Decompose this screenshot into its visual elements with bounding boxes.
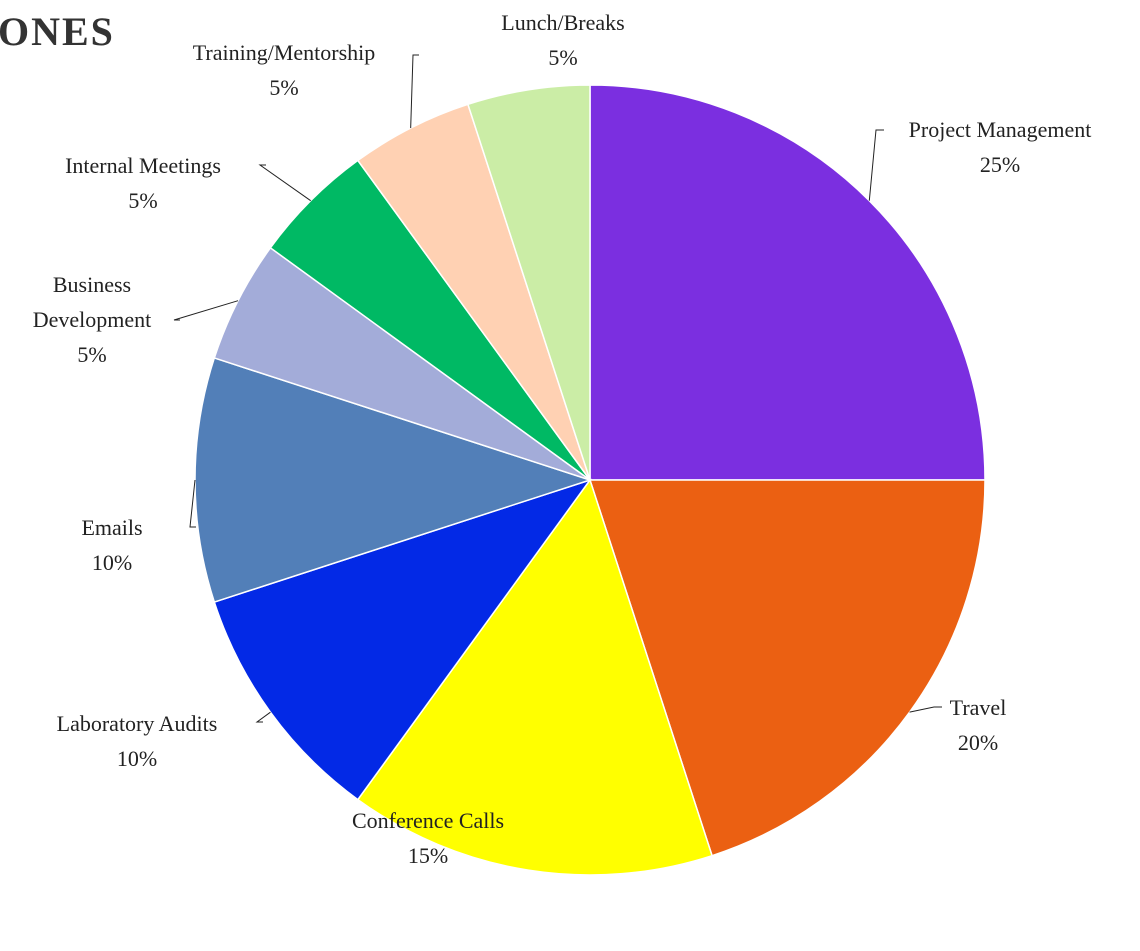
pie-slice — [213, 478, 592, 801]
leader-line — [173, 300, 239, 321]
data-label: Internal Meetings 5% — [65, 148, 221, 218]
leader-line — [258, 164, 311, 202]
data-label: Emails 10% — [81, 510, 142, 580]
value-label: 5% — [269, 75, 299, 100]
category-label: Training/Mentorship — [192, 40, 376, 65]
value-label: 5% — [548, 45, 578, 70]
data-label: Training/Mentorship 5% — [193, 35, 376, 105]
leader-line — [909, 706, 942, 713]
category-label: Laboratory Audits — [56, 711, 218, 736]
category-label: Business Development — [32, 272, 152, 332]
leader-line — [410, 54, 419, 129]
category-label: Emails — [81, 515, 143, 540]
category-label: Lunch/Breaks — [501, 10, 625, 35]
category-label: Project Management — [908, 117, 1092, 142]
leader-line — [189, 479, 196, 528]
leader-line — [255, 711, 271, 723]
value-label: 10% — [91, 550, 133, 575]
category-label: Internal Meetings — [65, 153, 221, 178]
data-label: Laboratory Audits 10% — [57, 706, 218, 776]
data-label: Travel 20% — [950, 690, 1007, 760]
data-label: Project Management 25% — [909, 112, 1092, 182]
category-label: Travel — [949, 695, 1007, 720]
pie-slice — [466, 84, 591, 481]
data-label: Business Development 5% — [27, 267, 157, 372]
value-label: 5% — [128, 188, 158, 213]
leader-line — [868, 129, 884, 201]
value-label: 5% — [77, 342, 107, 367]
value-label: 20% — [957, 730, 999, 755]
pie-slice — [356, 478, 714, 876]
data-label: Conference Calls 15% — [352, 803, 504, 873]
category-label: Conference Calls — [351, 808, 505, 833]
value-label: 10% — [116, 746, 158, 771]
value-label: 15% — [407, 843, 449, 868]
value-label: 25% — [979, 152, 1021, 177]
data-label: Lunch/Breaks 5% — [501, 5, 624, 75]
pie-slice — [194, 356, 593, 604]
chart-title: ONES — [0, 9, 115, 54]
